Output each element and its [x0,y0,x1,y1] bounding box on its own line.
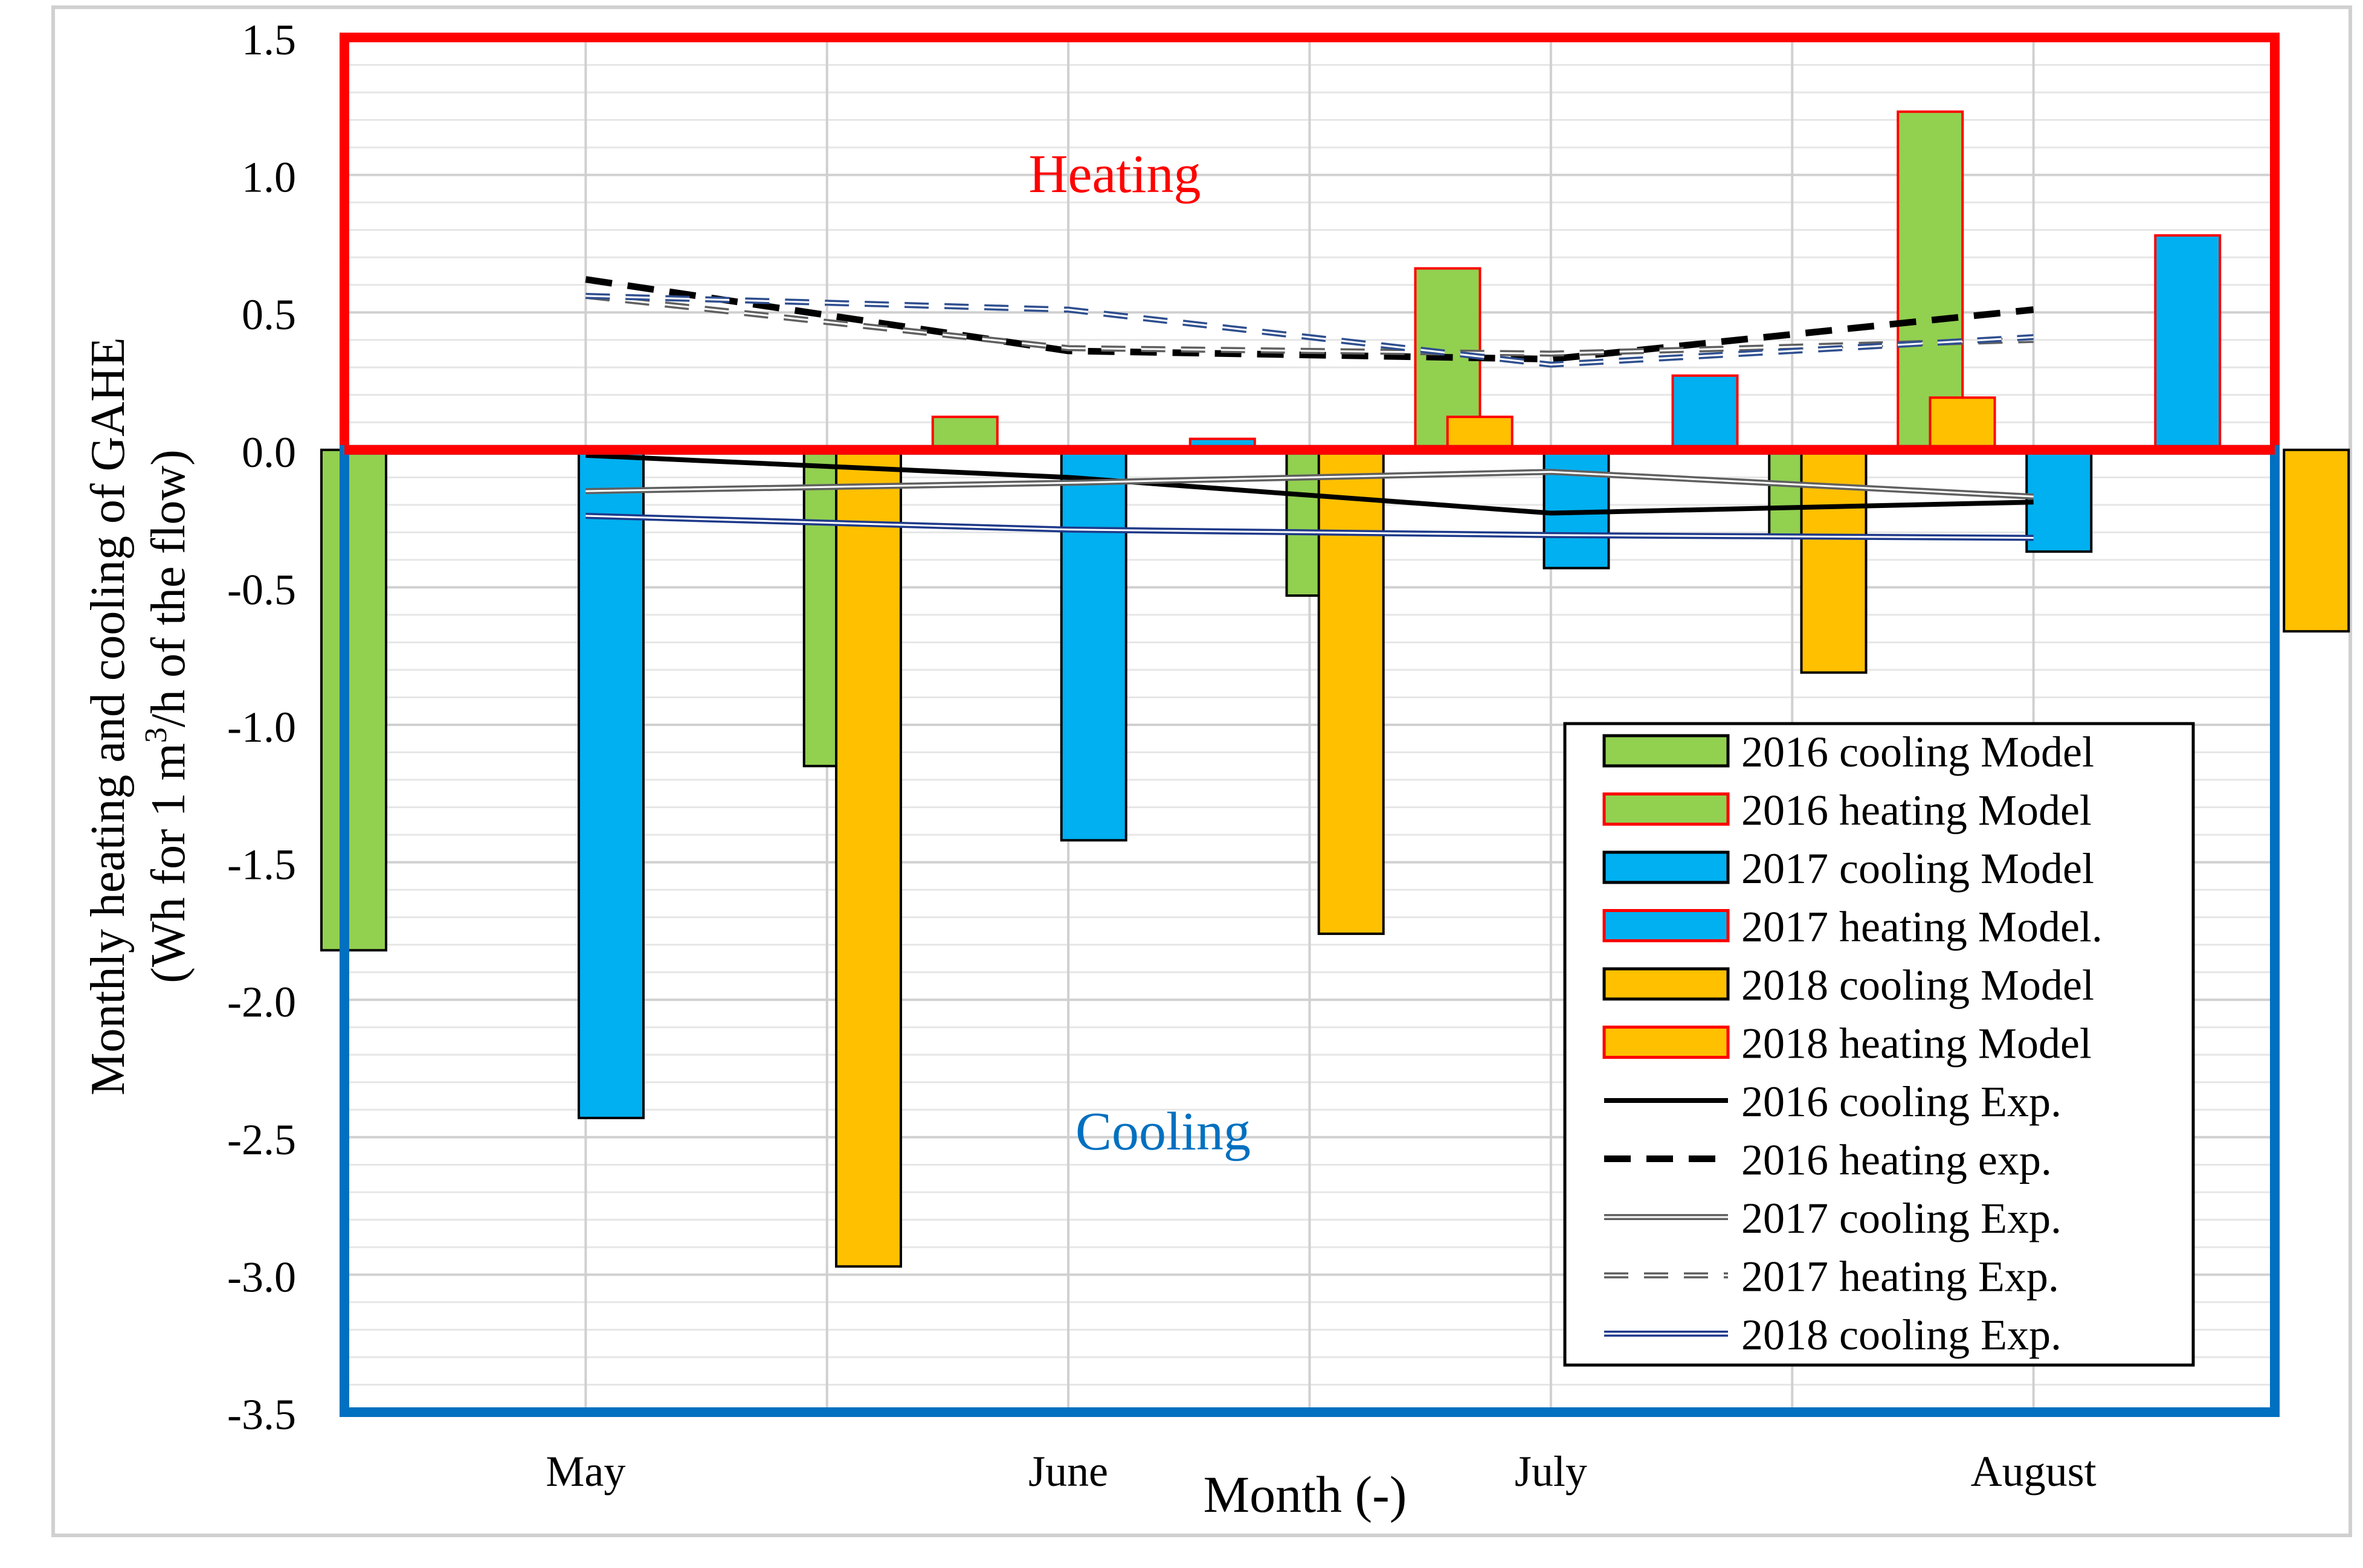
legend-key-2018-cooling-model [1602,967,1730,1001]
y-tick-label: 1.5 [242,16,296,64]
legend-label-2017-cooling-exp-: 2017 cooling Exp. [1741,1194,2062,1242]
y-tick-label: -1.0 [227,703,296,751]
legend-label-2017-heating-exp-: 2017 heating Exp. [1741,1253,2059,1301]
bar-2017-cooling-model-august [2025,448,2093,553]
bar-2018-heating-model-june [1446,416,1514,451]
bar-2017-cooling-model-may [578,448,645,1119]
line-2017-cooling-exp--inner [585,471,2034,498]
legend-key-2018-heating-model [1602,1026,1730,1059]
y-tick-label: -2.5 [227,1116,296,1164]
legend-label-2017-heating-model-: 2017 heating Model. [1741,903,2103,951]
legend-label-2016-heating-model: 2016 heating Model [1741,786,2092,835]
line-2016-heating-exp- [585,276,2034,363]
region-layer [340,33,2280,1417]
y-tick-label: -1.5 [227,841,296,889]
y-axis-title-line2: (Wh for 1 m3/h of the flow) [139,449,195,983]
y-tick-label: -3.0 [227,1253,296,1301]
legend-key-2016-heating-model [1602,792,1730,826]
y-tick-label: 0.0 [242,428,296,477]
cooling-region-label: Cooling [1075,1102,1251,1162]
line-2016-cooling-exp- [585,452,2034,516]
legend-key-2016-cooling-model [1602,734,1730,768]
bar-2016-cooling-model-may [320,448,387,952]
bar-2018-heating-model-july [1929,396,1996,451]
bar-2018-cooling-model-august [2283,448,2350,633]
x-tick-label-july: July [1515,1447,1587,1496]
legend: 2016 cooling Model 2016 heating Model 2017… [1563,722,2195,1367]
y-axis-title-line2-pre: (Wh for 1 m [142,743,195,983]
bar-2017-heating-model--july [1671,374,1739,451]
legend-label-2016-cooling-model: 2016 cooling Model [1741,728,2094,776]
bar-2017-heating-model--august [2154,234,2222,451]
bar-2017-cooling-model-july [1543,448,1610,570]
legend-label-2017-cooling-model: 2017 cooling Model [1741,844,2094,893]
axis-layer: 1.5 1.0 0.5 0.0 -0.5 -1.0 -1.5 -2.0 -2.5 -3.0 -3.5… [227,16,2097,1496]
bar-2017-cooling-model-june [1060,448,1127,842]
legend-label-2016-cooling-exp-: 2016 cooling Exp. [1741,1078,2062,1126]
heating-region-label: Heating [1029,144,1201,204]
x-axis-title: Month (-) [1204,1465,1407,1523]
legend-key-2017-cooling-model [1602,850,1730,884]
y-tick-label: 1.0 [242,153,296,202]
bar-2018-cooling-model-june [1317,448,1385,935]
bar-2016-heating-model-august [1897,110,1964,451]
line-2018-cooling-exp--inner [585,515,2034,539]
y-tick-label: -0.5 [227,565,296,614]
y-axis-title: Monthly heating and cooling of GAHE (Wh … [82,337,195,1095]
bar-2018-cooling-model-may [835,448,902,1268]
x-tick-label-may: May [546,1447,625,1496]
y-axis-title-line2-post: /h of the flow) [142,449,195,727]
legend-label-2018-cooling-exp-: 2018 cooling Exp. [1741,1311,2062,1359]
line-layer [585,276,2034,541]
legend-label-2016-heating-exp-: 2016 heating exp. [1741,1136,2052,1184]
legend-label-2018-heating-model: 2018 heating Model [1741,1020,2092,1068]
y-tick-label: 0.5 [242,291,296,339]
bar-2016-heating-model-june [931,416,999,451]
legend-key-2017-heating-model- [1602,909,1730,942]
x-tick-label-august: August [1971,1447,2097,1496]
legend-label-2018-cooling-model: 2018 cooling Model [1741,961,2094,1009]
x-tick-label-june: June [1028,1447,1108,1496]
y-axis-title-line1: Monthly heating and cooling of GAHE [82,337,135,1095]
y-tick-label: -3.5 [227,1390,296,1439]
line-2017-heating-exp--inner [585,295,2034,355]
y-tick-label: -2.0 [227,978,296,1026]
y-axis-title-superscript: 3 [139,727,173,743]
line-2018-heating-exp--inner [585,295,2034,366]
